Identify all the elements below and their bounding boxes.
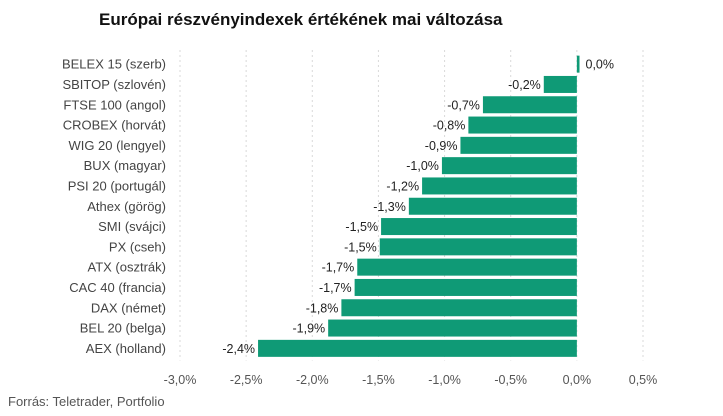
bar xyxy=(543,75,577,93)
bar xyxy=(422,177,577,195)
data-label: -1,7% xyxy=(319,281,352,295)
data-label: -0,7% xyxy=(447,98,480,112)
category-label: CAC 40 (francia) xyxy=(69,280,166,295)
category-label: FTSE 100 (angol) xyxy=(63,97,166,112)
data-label: -0,2% xyxy=(508,78,541,92)
source-note: Forrás: Teletrader, Portfolio xyxy=(8,394,165,409)
data-label: -1,3% xyxy=(373,200,406,214)
x-tick-label: 0,5% xyxy=(629,373,658,387)
data-label: -1,2% xyxy=(386,179,419,193)
category-labels: BELEX 15 (szerb) SBITOP (szlovén) FTSE 100… xyxy=(62,57,166,356)
data-label: -0,9% xyxy=(425,139,458,153)
category-label: SMI (svájci) xyxy=(98,219,166,234)
category-label: BEL 20 (belga) xyxy=(80,321,166,336)
data-label: -0,8% xyxy=(433,119,466,133)
bar xyxy=(258,339,577,357)
bar xyxy=(468,116,577,134)
category-label: PSI 20 (portugál) xyxy=(68,178,166,193)
x-tick-label: -2,0% xyxy=(296,373,329,387)
chart-title: Európai részvényindexek értékének mai vá… xyxy=(99,10,503,29)
bar xyxy=(379,238,577,256)
x-axis-ticks: -3,0% -2,5% -2,0% -1,5% -1,0% -0,5% 0,0% 0,5% xyxy=(164,373,658,387)
data-label: -2,4% xyxy=(222,342,255,356)
bar xyxy=(460,136,577,154)
x-tick-label: 0,0% xyxy=(563,373,592,387)
data-label: 0,0% xyxy=(586,58,615,72)
data-label: -1,5% xyxy=(345,220,378,234)
bar xyxy=(408,197,577,215)
bar xyxy=(357,258,577,276)
bar xyxy=(328,319,577,337)
category-label: DAX (német) xyxy=(91,300,166,315)
category-label: SBITOP (szlovén) xyxy=(62,77,166,92)
data-label: -1,8% xyxy=(306,301,339,315)
bar xyxy=(576,55,580,73)
x-tick-label: -3,0% xyxy=(164,373,197,387)
data-label: -1,7% xyxy=(322,261,355,275)
x-tick-label: -1,5% xyxy=(362,373,395,387)
category-label: PX (cseh) xyxy=(109,239,166,254)
category-label: BELEX 15 (szerb) xyxy=(62,57,166,72)
category-label: WIG 20 (lengyel) xyxy=(68,138,166,153)
bars: 0,0% -0,2% -0,7% -0,8% -0,9% -1,0% -1,2% -1,3% -… xyxy=(222,55,615,357)
category-label: CROBEX (horvát) xyxy=(63,118,166,133)
category-label: BUX (magyar) xyxy=(84,158,166,173)
bar xyxy=(354,278,577,296)
category-label: AEX (holland) xyxy=(86,341,166,356)
bar xyxy=(381,218,577,236)
category-label: Athex (görög) xyxy=(87,199,166,214)
data-label: -1,0% xyxy=(406,159,439,173)
x-tick-label: -0,5% xyxy=(494,373,527,387)
x-tick-label: -1,0% xyxy=(428,373,461,387)
bar xyxy=(482,96,577,114)
x-tick-label: -2,5% xyxy=(230,373,263,387)
data-label: -1,9% xyxy=(293,322,326,336)
bar xyxy=(341,299,577,317)
category-label: ATX (osztrák) xyxy=(88,260,167,275)
data-label: -1,5% xyxy=(344,240,377,254)
bar xyxy=(441,157,577,175)
